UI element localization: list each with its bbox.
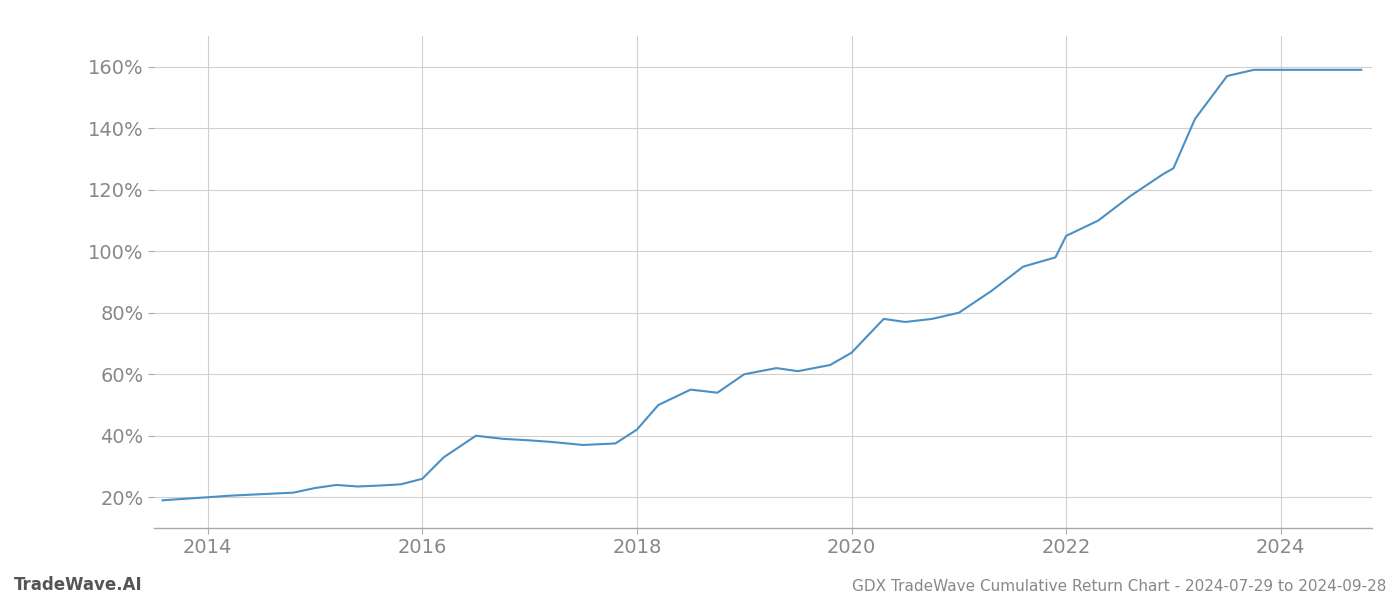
- Text: TradeWave.AI: TradeWave.AI: [14, 576, 143, 594]
- Text: GDX TradeWave Cumulative Return Chart - 2024-07-29 to 2024-09-28: GDX TradeWave Cumulative Return Chart - …: [851, 579, 1386, 594]
